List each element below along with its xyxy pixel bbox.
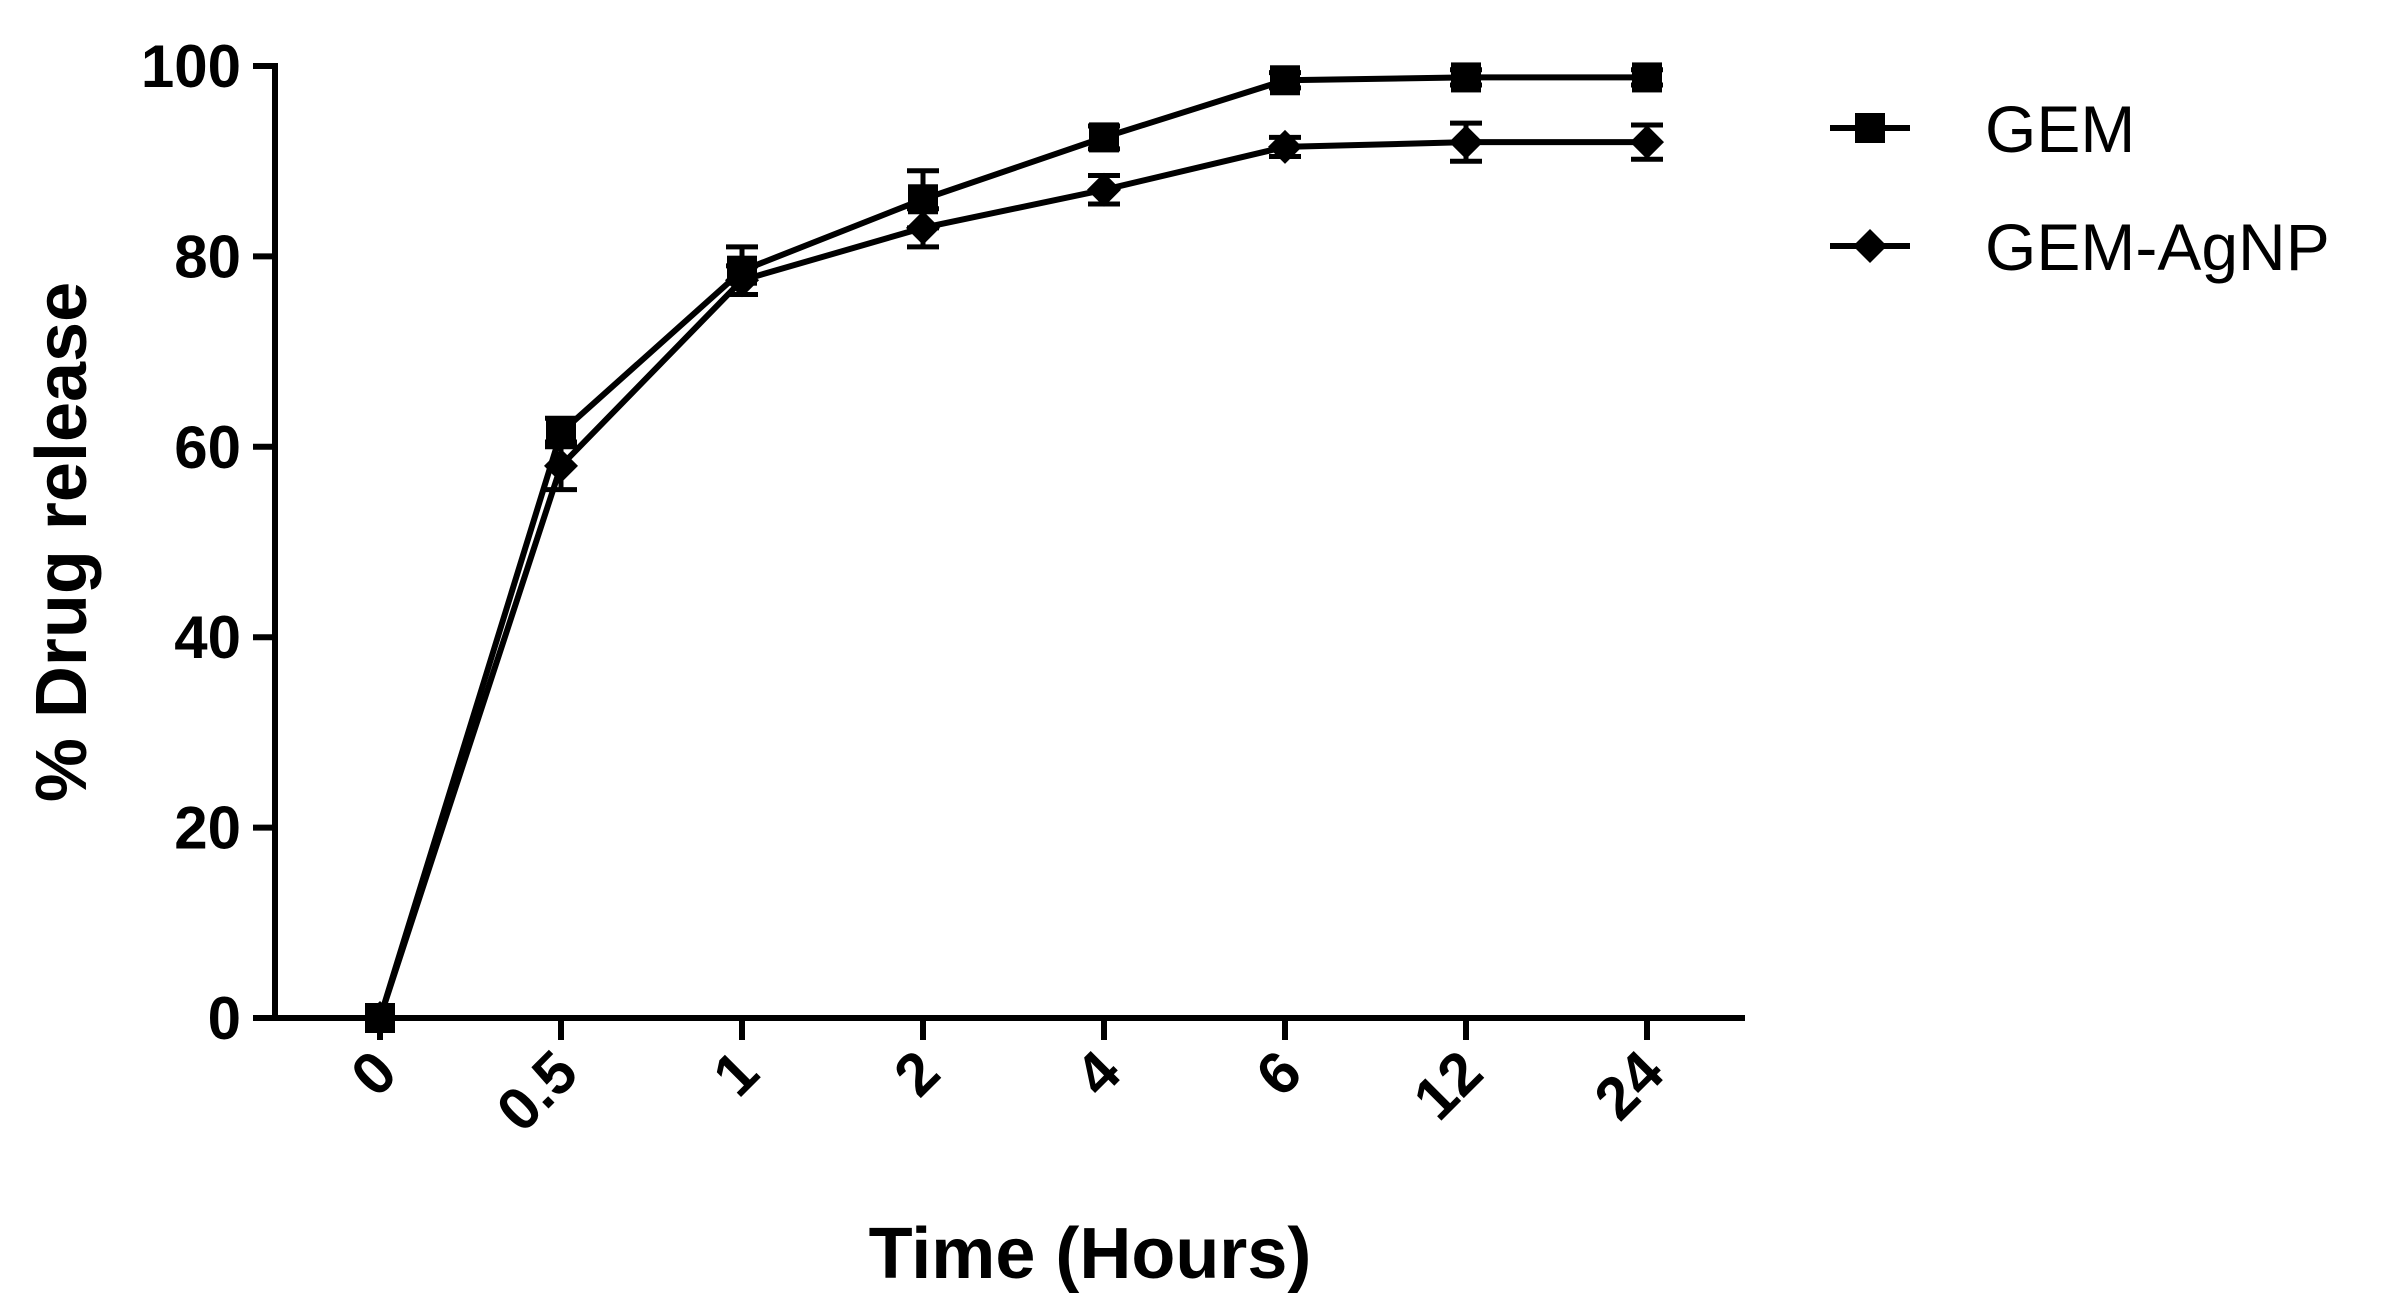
x-tick-label: 0.5 [484, 1038, 590, 1144]
gem-data-point [1632, 62, 1662, 93]
gem-data-point [546, 417, 576, 448]
gem-series-line [377, 74, 1647, 1019]
legend-label: GEM-AgNP [1985, 210, 2330, 284]
y-tick-label: 40 [174, 604, 241, 671]
gem-agnp-series-line [377, 139, 1647, 1019]
legend: GEM GEM-AgNP [1830, 92, 2330, 284]
gem-agnp-data-point [363, 1001, 397, 1035]
y-axis-title: % Drug release [22, 282, 102, 802]
x-axis-title: Time (Hours) [869, 1214, 1312, 1294]
x-tick-label: 4 [1062, 1037, 1133, 1108]
x-tick-label: 2 [881, 1038, 952, 1109]
series-line-group [377, 74, 1647, 1019]
gem-agnp-data-point [1268, 129, 1302, 164]
y-tick-label: 20 [174, 795, 241, 862]
gem-agnp-data-point [1087, 172, 1121, 207]
gem-agnp-data-point [1630, 125, 1664, 160]
gem-agnp-data-point [725, 263, 759, 298]
gem-data-point [1270, 65, 1300, 96]
gem-agnp-data-point [906, 210, 940, 245]
x-tick-label: 6 [1243, 1038, 1314, 1109]
x-tick-label: 0 [338, 1038, 409, 1109]
legend-entry-gem: GEM [1830, 92, 2135, 166]
marker-group [363, 62, 1664, 1035]
y-tick-label: 60 [174, 414, 241, 481]
x-tick-label: 24 [1582, 1037, 1677, 1132]
legend-marker [1855, 113, 1885, 143]
legend-label: GEM [1985, 92, 2135, 166]
legend-marker [1853, 229, 1887, 263]
gem-agnp-data-point [544, 448, 578, 483]
gem-data-point [1451, 62, 1481, 93]
gem-data-point [1089, 122, 1119, 153]
gem-agnp-data-point [1449, 125, 1483, 160]
y-tick-label: 100 [141, 33, 241, 100]
y-tick-label: 0 [208, 985, 241, 1052]
legend-entry-gem-agnp: GEM-AgNP [1830, 210, 2330, 284]
y-tick-label: 80 [174, 223, 241, 290]
gem-data-point [908, 184, 938, 215]
x-tick-label: 12 [1401, 1038, 1496, 1133]
axes [272, 63, 1745, 1021]
x-tick-label: 1 [700, 1038, 771, 1109]
